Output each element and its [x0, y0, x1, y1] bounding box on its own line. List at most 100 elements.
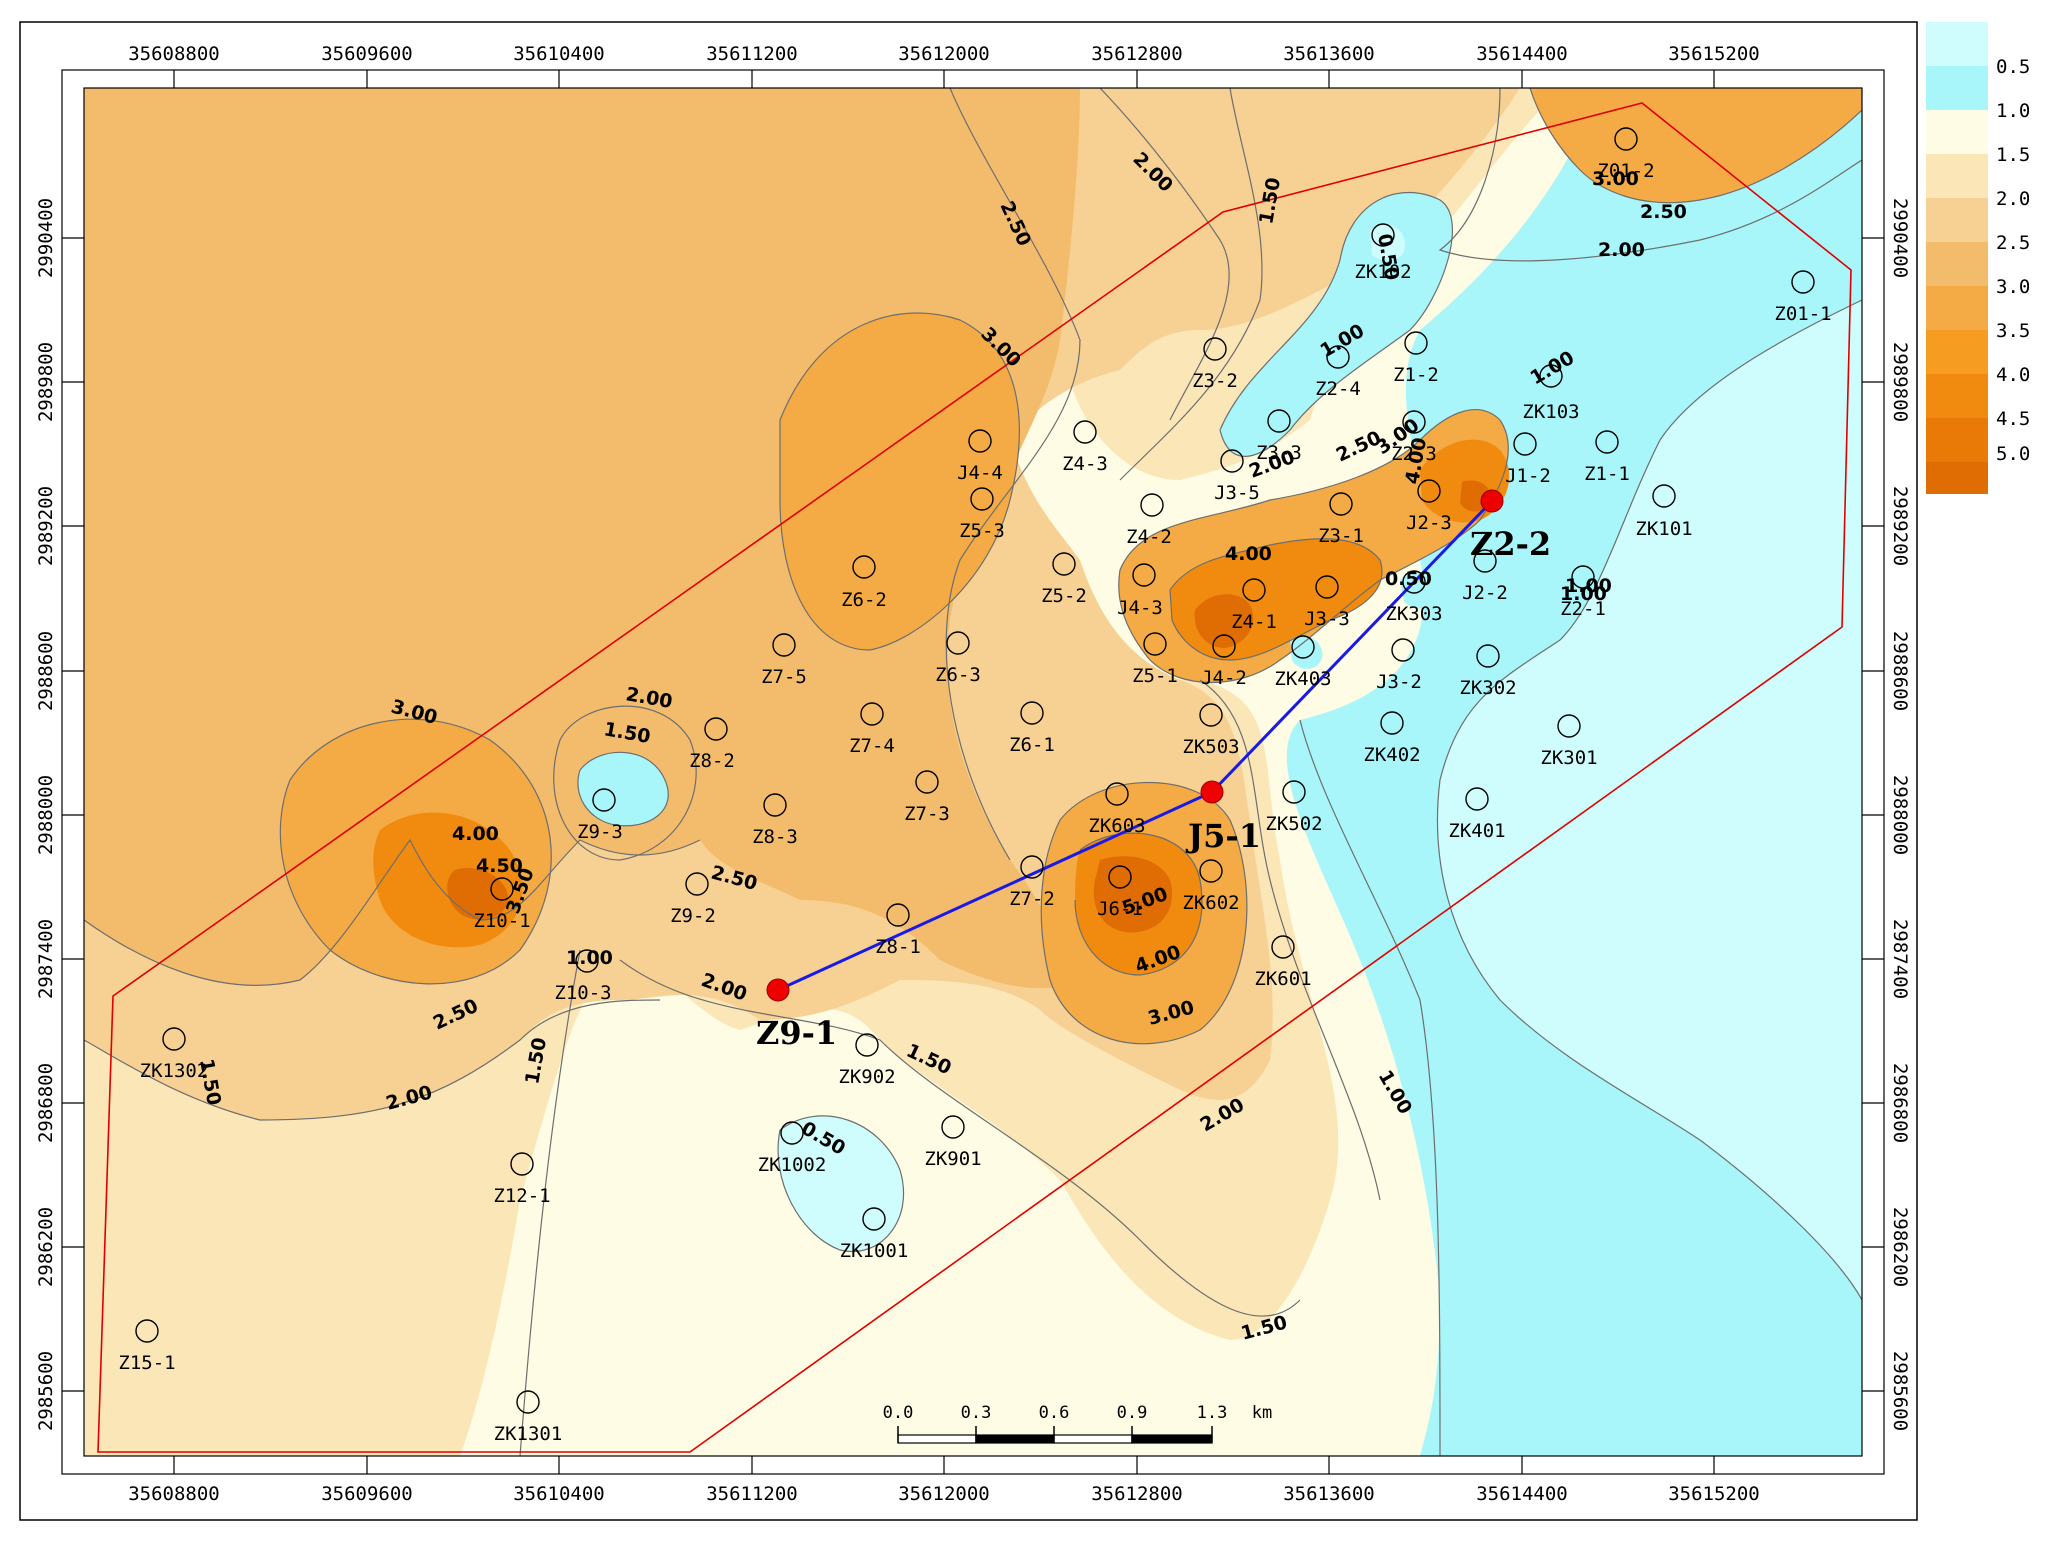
scale-label: 0.9	[1117, 1403, 1148, 1423]
well-marker	[1402, 410, 1426, 434]
well-label: J2-2	[1462, 582, 1508, 604]
well-marker	[1417, 479, 1441, 503]
contour-label: 4.00	[452, 823, 499, 845]
legend-swatch	[1926, 22, 1988, 66]
well-marker	[1020, 701, 1044, 725]
well-marker	[970, 487, 994, 511]
well-marker	[1143, 632, 1167, 656]
well-label: Z6-2	[841, 589, 887, 611]
legend-swatch	[1926, 66, 1988, 110]
well-label: ZK102	[1354, 261, 1411, 283]
x-tick-label: 35614400	[1476, 43, 1568, 65]
well-marker	[886, 903, 910, 927]
well-label: Z7-4	[849, 735, 895, 757]
well-label: ZK1301	[494, 1423, 563, 1445]
well-marker	[1212, 634, 1236, 658]
well-label: J3-5	[1214, 482, 1260, 504]
fill-low-zk1001	[778, 1115, 904, 1252]
well-label: Z8-3	[752, 826, 798, 848]
well-marker	[490, 877, 514, 901]
well-marker	[516, 1390, 540, 1414]
well-label: Z8-1	[875, 936, 921, 958]
well-label: Z8-2	[689, 750, 735, 772]
well-label: Z4-1	[1231, 611, 1277, 633]
well-label: J3-2	[1376, 671, 1422, 693]
well-marker	[1465, 787, 1489, 811]
contour-label: 2.50	[1640, 201, 1687, 223]
well-marker	[862, 1207, 886, 1231]
well-label: Z7-2	[1009, 888, 1055, 910]
well-label: Z2-1	[1560, 598, 1606, 620]
well-marker	[162, 1027, 186, 1051]
legend-label: 2.5	[1996, 232, 2030, 254]
x-tick-label: 35608800	[128, 43, 220, 65]
legend-label: 1.0	[1996, 100, 2030, 122]
fill-low-zk102-core	[1370, 225, 1405, 261]
legend-label: 0.5	[1996, 56, 2030, 78]
well-label: Z5-2	[1041, 585, 1087, 607]
well-marker	[1282, 780, 1306, 804]
legend-label: 2.0	[1996, 188, 2030, 210]
well-marker	[1220, 449, 1244, 473]
well-label: ZK401	[1448, 820, 1505, 842]
y-tick-label: 2988000	[35, 775, 57, 855]
x-tick-label: 35615200	[1668, 1483, 1760, 1505]
well-label: ZK403	[1274, 668, 1331, 690]
legend-label: 3.5	[1996, 320, 2030, 342]
well-label: Z6-1	[1009, 734, 1055, 756]
key-points: Z9-1 J5-1 Z2-2	[756, 489, 1551, 1052]
well-label: ZK902	[838, 1066, 895, 1088]
fill-level-45-west	[447, 868, 509, 920]
y-tick-label: 2986800	[35, 1063, 57, 1143]
well-label: Z7-5	[761, 666, 807, 688]
well-marker	[1539, 364, 1563, 388]
well-label: J3-3	[1304, 608, 1350, 630]
fill-low-z9-3	[577, 752, 669, 826]
fill-low-east	[1437, 300, 1862, 1300]
well-marker	[1073, 420, 1097, 444]
well-label: ZK301	[1540, 747, 1597, 769]
y-tick-label: 2989200	[35, 486, 57, 566]
well-marker	[1476, 644, 1500, 668]
well-label: ZK103	[1522, 401, 1579, 423]
well-label: Z3-1	[1318, 525, 1364, 547]
plot-area	[84, 88, 1862, 1456]
well-label: ZK602	[1182, 892, 1239, 914]
well-label: Z4-2	[1126, 526, 1172, 548]
well-marker	[1199, 703, 1223, 727]
contour-label: 3.00	[1592, 168, 1639, 190]
well-label: ZK101	[1635, 518, 1692, 540]
well-label: Z2-4	[1315, 378, 1361, 400]
y-tick-label: 2986200	[35, 1207, 57, 1287]
well-marker	[1557, 714, 1581, 738]
y-axis-right: 2990400 2989800 2989200 2988600 2988000 …	[1889, 198, 1911, 1431]
well-marker	[1391, 638, 1415, 662]
legend-label: 1.5	[1996, 144, 2030, 166]
y-tick-label: 2990400	[1889, 198, 1911, 278]
well-marker	[592, 788, 616, 812]
scale-label: 0.3	[961, 1403, 992, 1423]
y-tick-label: 2987400	[1889, 919, 1911, 999]
legend-label: 5.0	[1996, 443, 2030, 465]
x-tick-label: 35609600	[321, 43, 413, 65]
wells	[135, 127, 1815, 1414]
plot-border	[83, 87, 1863, 1457]
well-label: Z1-1	[1584, 463, 1630, 485]
x-axis-top: 35608800 35609600 35610400 35611200 3561…	[128, 43, 1760, 65]
x-tick-label: 35612800	[1091, 1483, 1183, 1505]
key-point-label: J5-1	[1185, 817, 1261, 855]
well-marker	[1315, 575, 1339, 599]
well-marker	[704, 717, 728, 741]
contour-label: 1.00	[566, 947, 613, 969]
well-label: ZK503	[1182, 736, 1239, 758]
well-label: Z3-2	[1192, 370, 1238, 392]
legend-swatch	[1926, 374, 1988, 418]
well-marker	[1199, 859, 1223, 883]
well-marker	[1326, 345, 1350, 369]
well-marker	[1791, 270, 1815, 294]
y-tick-label: 2988600	[1889, 631, 1911, 711]
legend-swatch	[1926, 154, 1988, 198]
well-label: Z7-3	[904, 803, 950, 825]
legend-label: 4.5	[1996, 408, 2030, 430]
x-tick-label: 35612000	[898, 1483, 990, 1505]
